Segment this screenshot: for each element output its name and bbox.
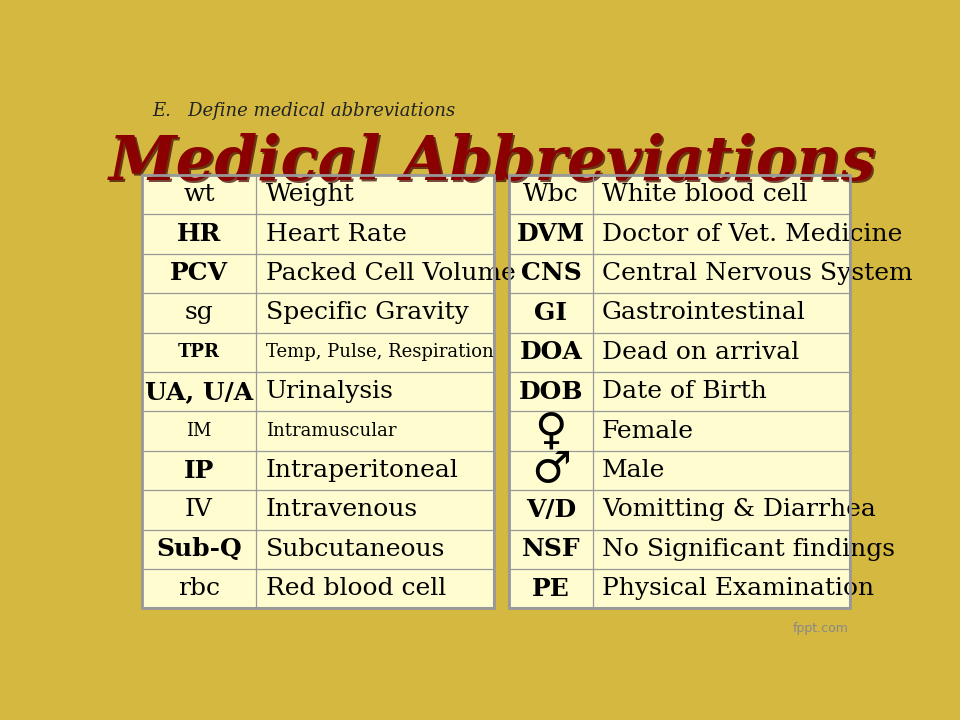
Text: V/D: V/D xyxy=(526,498,576,522)
Text: Intramuscular: Intramuscular xyxy=(266,422,396,440)
Text: Heart Rate: Heart Rate xyxy=(266,222,407,246)
Text: Weight: Weight xyxy=(266,183,354,206)
Text: CNS: CNS xyxy=(520,261,581,285)
Text: Intravenous: Intravenous xyxy=(266,498,418,521)
Text: PE: PE xyxy=(532,577,570,600)
Text: IP: IP xyxy=(184,459,214,482)
Text: DVM: DVM xyxy=(516,222,585,246)
Text: Subcutaneous: Subcutaneous xyxy=(266,538,445,561)
Text: IV: IV xyxy=(185,498,213,521)
Text: wt: wt xyxy=(183,183,215,206)
Text: Medical Abbreviations: Medical Abbreviations xyxy=(108,132,876,192)
Text: White blood cell: White blood cell xyxy=(602,183,807,206)
Text: Gastrointestinal: Gastrointestinal xyxy=(602,302,806,325)
Text: HR: HR xyxy=(177,222,221,246)
Text: ♂: ♂ xyxy=(531,449,571,492)
Text: fppt.com: fppt.com xyxy=(793,621,849,634)
Text: GI: GI xyxy=(535,301,567,325)
Text: DOB: DOB xyxy=(518,379,583,404)
Text: UA, U/A: UA, U/A xyxy=(145,379,253,404)
Text: Medical Abbreviations: Medical Abbreviations xyxy=(110,135,878,195)
Text: Dead on arrival: Dead on arrival xyxy=(602,341,800,364)
Text: Male: Male xyxy=(602,459,665,482)
Text: Female: Female xyxy=(602,420,694,443)
Text: E.   Define medical abbreviations: E. Define medical abbreviations xyxy=(153,102,456,120)
Text: Temp, Pulse, Respiration: Temp, Pulse, Respiration xyxy=(266,343,493,361)
Text: Red blood cell: Red blood cell xyxy=(266,577,446,600)
FancyBboxPatch shape xyxy=(142,175,494,608)
Text: Doctor of Vet. Medicine: Doctor of Vet. Medicine xyxy=(602,222,902,246)
Text: IM: IM xyxy=(186,422,212,440)
Text: Intraperitoneal: Intraperitoneal xyxy=(266,459,459,482)
Text: rbc: rbc xyxy=(178,577,220,600)
Text: Wbc: Wbc xyxy=(523,183,579,206)
Text: PCV: PCV xyxy=(170,261,228,285)
FancyBboxPatch shape xyxy=(509,175,850,608)
Text: DOA: DOA xyxy=(519,341,583,364)
Text: Sub-Q: Sub-Q xyxy=(156,537,242,562)
Text: Date of Birth: Date of Birth xyxy=(602,380,767,403)
Text: Central Nervous System: Central Nervous System xyxy=(602,262,913,285)
Text: Vomitting & Diarrhea: Vomitting & Diarrhea xyxy=(602,498,876,521)
Text: Packed Cell Volume: Packed Cell Volume xyxy=(266,262,516,285)
Text: ♀: ♀ xyxy=(535,410,567,453)
Text: Urinalysis: Urinalysis xyxy=(266,380,394,403)
Text: TPR: TPR xyxy=(178,343,220,361)
Text: NSF: NSF xyxy=(521,537,580,562)
Text: Physical Examination: Physical Examination xyxy=(602,577,875,600)
Text: Specific Gravity: Specific Gravity xyxy=(266,302,468,325)
Text: sg: sg xyxy=(184,302,213,325)
Text: No Significant findings: No Significant findings xyxy=(602,538,895,561)
